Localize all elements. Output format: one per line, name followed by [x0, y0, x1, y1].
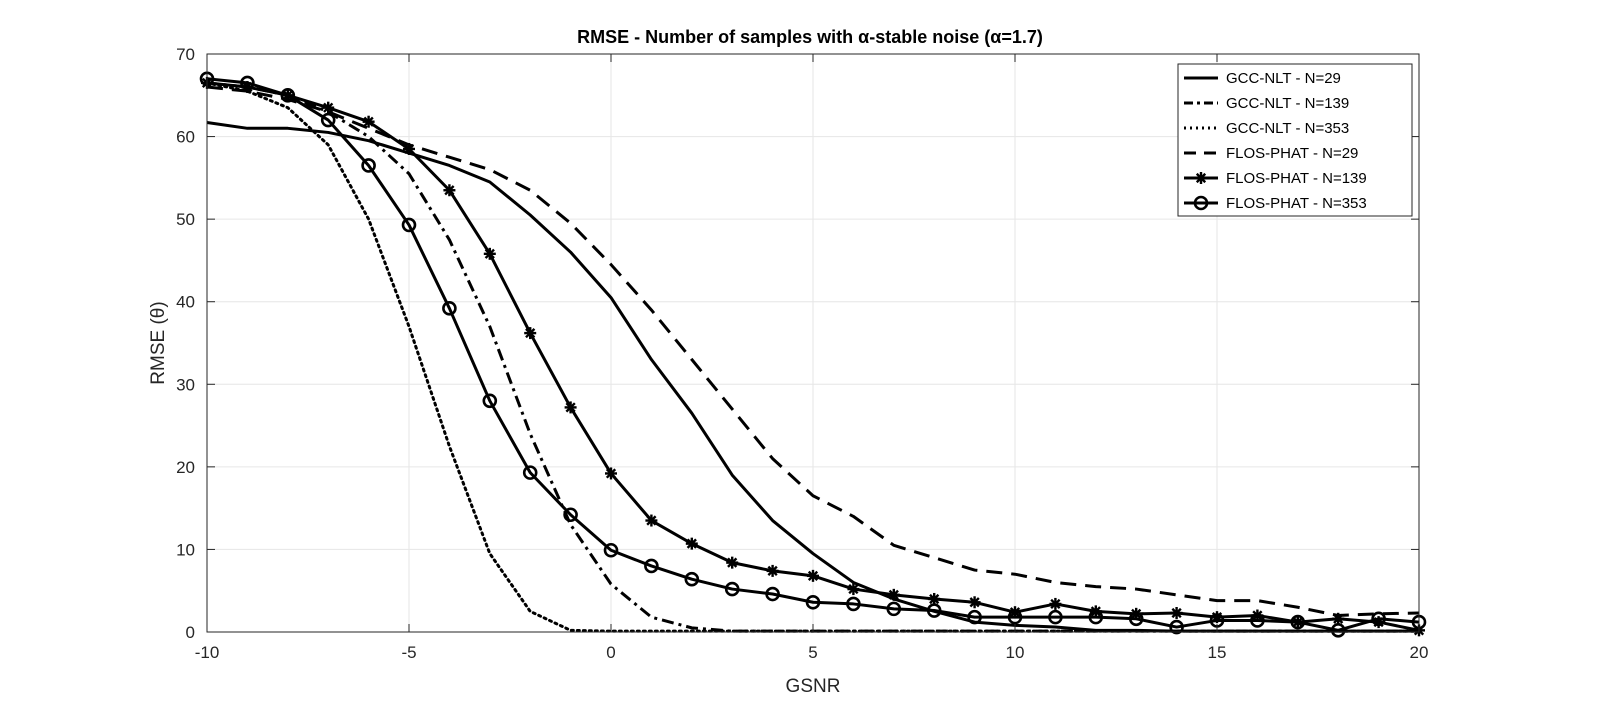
- data-point: [1169, 619, 1184, 635]
- data-point: [482, 393, 498, 409]
- data-point: [886, 601, 902, 617]
- data-point: [1371, 611, 1386, 627]
- data-point: [401, 217, 417, 233]
- data-point: [603, 542, 619, 558]
- x-tick-label: 5: [808, 643, 817, 662]
- legend-label: FLOS-PHAT - N=29: [1226, 145, 1358, 162]
- x-tick-label: 10: [1006, 643, 1025, 662]
- series-flos-phat-n-353: [199, 71, 1427, 638]
- data-point: [322, 101, 335, 114]
- data-point: [968, 596, 981, 609]
- y-tick-label: 0: [186, 623, 195, 642]
- data-point: [967, 609, 982, 625]
- data-point: [443, 184, 456, 197]
- data-point: [684, 571, 700, 587]
- x-axis-label: GSNR: [786, 676, 841, 697]
- data-point: [403, 142, 415, 155]
- legend-marker: [1195, 172, 1207, 184]
- data-point: [926, 603, 942, 618]
- data-point: [846, 596, 861, 612]
- legend-label: GCC-NLT - N=139: [1226, 95, 1349, 112]
- data-point: [726, 556, 739, 569]
- legend-marker: [1193, 195, 1209, 211]
- legend-label: GCC-NLT - N=353: [1226, 120, 1349, 137]
- data-point: [361, 158, 376, 173]
- data-point: [1250, 613, 1265, 628]
- data-point: [1128, 611, 1144, 627]
- data-point: [766, 564, 779, 577]
- x-tick-label: 0: [606, 643, 615, 662]
- data-point: [442, 301, 457, 316]
- y-tick-label: 70: [176, 45, 195, 64]
- legend-box: [1177, 63, 1413, 217]
- y-axis-label: RMSE (θ): [148, 301, 169, 384]
- data-point: [1007, 609, 1023, 625]
- data-point: [807, 569, 819, 582]
- data-point: [1088, 609, 1104, 625]
- data-point: [765, 586, 780, 602]
- data-point: [605, 467, 617, 480]
- data-point: [240, 75, 255, 91]
- x-tick-label: -5: [401, 643, 416, 662]
- data-point: [483, 247, 496, 260]
- legend-item: GCC-NLT - N=353: [1184, 120, 1349, 137]
- data-point: [1049, 597, 1062, 610]
- data-point: [685, 537, 698, 550]
- y-tick-label: 20: [176, 458, 195, 477]
- legend-item: GCC-NLT - N=29: [1184, 70, 1341, 87]
- x-tick-label: 20: [1410, 643, 1429, 662]
- data-point: [847, 583, 860, 596]
- legend-item: FLOS-PHAT - N=139: [1184, 170, 1367, 187]
- data-point: [1048, 609, 1063, 625]
- x-tick-label: -10: [195, 643, 220, 662]
- data-point: [1330, 623, 1346, 638]
- legend-item: FLOS-PHAT - N=353: [1184, 195, 1367, 212]
- series-line: [206, 77, 1420, 632]
- data-point: [805, 594, 821, 610]
- data-point: [644, 558, 659, 574]
- data-point: [1290, 614, 1306, 630]
- data-point: [320, 112, 336, 128]
- legend-label: GCC-NLT - N=29: [1226, 70, 1341, 87]
- y-tick-label: 60: [176, 128, 195, 147]
- y-tick-label: 50: [176, 210, 195, 229]
- data-point: [524, 327, 537, 340]
- legend-item: GCC-NLT - N=139: [1184, 95, 1349, 112]
- data-point: [362, 115, 375, 128]
- tick-labels: -10 -5 0 5 10 15 20 0 10 20 30 40 50 60 70: [176, 45, 1428, 662]
- data-point: [724, 581, 740, 597]
- legend-item: FLOS-PHAT - N=29: [1184, 145, 1358, 162]
- legend-label: FLOS-PHAT - N=139: [1226, 170, 1367, 187]
- data-point: [887, 588, 900, 601]
- y-tick-label: 10: [176, 540, 195, 559]
- data-point: [280, 87, 296, 103]
- data-point: [928, 592, 941, 605]
- data-point: [563, 507, 578, 523]
- chart-title: RMSE - Number of samples with α-stable n…: [577, 27, 1043, 47]
- legend: GCC-NLT - N=29 GCC-NLT - N=139 GCC-NLT - N…: [1177, 63, 1413, 217]
- data-point: [522, 465, 538, 480]
- data-point: [1332, 612, 1345, 625]
- legend-label: FLOS-PHAT - N=353: [1226, 195, 1367, 212]
- y-tick-label: 40: [176, 293, 195, 312]
- x-tick-label: 15: [1208, 643, 1227, 662]
- data-point: [564, 401, 577, 414]
- data-point: [645, 514, 658, 527]
- y-tick-label: 30: [176, 375, 195, 394]
- data-point: [1170, 607, 1183, 620]
